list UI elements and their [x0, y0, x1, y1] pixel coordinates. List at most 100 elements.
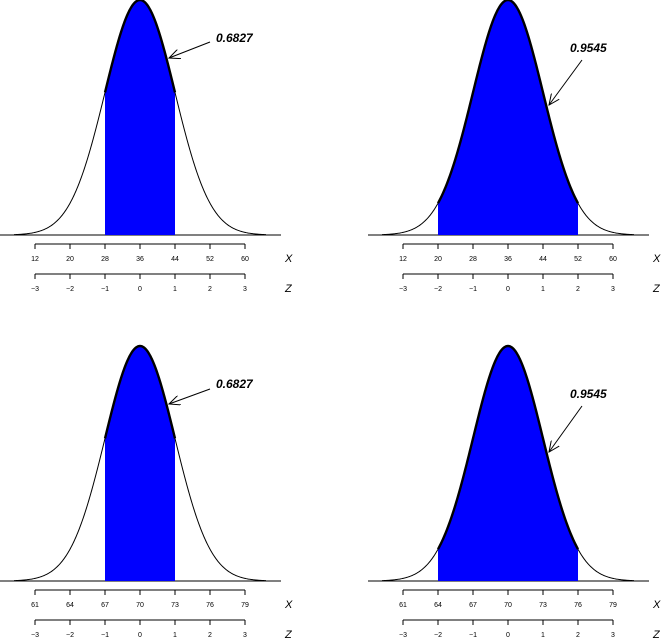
density-curve-segment: [174, 92, 267, 236]
x-tick-label: 60: [241, 256, 249, 263]
annotation-arrow: [169, 388, 211, 404]
density-curve-segment: [436, 344, 580, 550]
z-tick-label: 2: [576, 632, 580, 639]
z-axis-name: Z: [284, 629, 293, 639]
x-tick-label: 73: [539, 602, 547, 609]
x-tick-label: 76: [206, 602, 214, 609]
z-tick-label: −3: [31, 632, 39, 639]
z-tick-label: −3: [399, 286, 407, 293]
density-curve-segment: [381, 202, 439, 236]
x-axis-name: X: [284, 599, 293, 611]
z-tick-label: 3: [611, 632, 615, 639]
annotation-arrow: [549, 59, 583, 105]
density-curve-segment: [381, 548, 439, 582]
x-axis-name: X: [284, 253, 293, 265]
x-tick-label: 61: [31, 602, 39, 609]
probability-annotation: 0.9545: [570, 387, 607, 401]
z-tick-label: −3: [31, 286, 39, 293]
x-tick-label: 28: [469, 256, 477, 263]
z-tick-label: 1: [541, 286, 545, 293]
x-tick-label: 70: [504, 602, 512, 609]
annotation-arrow: [549, 405, 583, 452]
z-tick-label: −1: [101, 286, 109, 293]
z-tick-label: −2: [66, 632, 74, 639]
probability-annotation: 0.9545: [570, 41, 607, 55]
z-tick-label: 2: [208, 286, 212, 293]
z-tick-label: −1: [469, 286, 477, 293]
chart-panel-4: 0.9545 61 64 67 70 73 76 79 X −3 −2 −1 0 1 2 3 Z: [368, 344, 661, 639]
x-tick-label: 28: [101, 256, 109, 263]
probability-annotation: 0.6827: [216, 31, 254, 45]
x-axis-name: X: [652, 253, 661, 265]
z-tick-label: 2: [208, 632, 212, 639]
z-axis: −3 −2 −1 0 1 2 3 Z: [31, 273, 293, 295]
z-tick-label: 0: [506, 632, 510, 639]
z-tick-label: −2: [434, 286, 442, 293]
x-tick-label: 79: [609, 602, 617, 609]
x-tick-label: 44: [171, 256, 179, 263]
z-tick-label: 0: [138, 632, 142, 639]
z-axis: −3 −2 −1 0 1 2 3 Z: [399, 619, 661, 639]
x-tick-label: 79: [241, 602, 249, 609]
density-curve-segment: [13, 438, 106, 582]
z-tick-label: 3: [611, 286, 615, 293]
x-tick-label: 64: [434, 602, 442, 609]
x-tick-label: 70: [136, 602, 144, 609]
density-curve-segment: [577, 548, 635, 582]
x-tick-label: 20: [66, 256, 74, 263]
x-tick-label: 52: [574, 256, 582, 263]
z-tick-label: 1: [173, 286, 177, 293]
shaded-area: [438, 0, 578, 235]
probability-annotation: 0.6827: [216, 377, 254, 391]
x-tick-label: 20: [434, 256, 442, 263]
x-axis-name: X: [652, 599, 661, 611]
density-curve-segment: [13, 92, 106, 236]
density-curve-segment: [174, 438, 267, 582]
annotation-arrow: [169, 41, 211, 58]
x-tick-label: 12: [31, 256, 39, 263]
shaded-area: [105, 0, 175, 235]
z-tick-label: −1: [469, 632, 477, 639]
x-axis: 12 20 28 36 44 52 60 X: [399, 243, 661, 265]
density-curve-segment: [577, 202, 635, 236]
z-tick-label: 1: [173, 632, 177, 639]
z-tick-label: −3: [399, 632, 407, 639]
z-tick-label: 0: [506, 286, 510, 293]
x-axis: 61 64 67 70 73 76 79 X: [31, 589, 293, 611]
shaded-area: [438, 346, 578, 581]
x-tick-label: 61: [399, 602, 407, 609]
z-axis-name: Z: [652, 629, 661, 639]
z-tick-label: 3: [243, 286, 247, 293]
chart-panel-3: 0.6827 61 64 67 70 73 76 79 X −3 −2 −1 0 1 2 3 Z: [0, 344, 293, 639]
x-tick-label: 76: [574, 602, 582, 609]
x-tick-label: 12: [399, 256, 407, 263]
x-tick-label: 44: [539, 256, 547, 263]
z-axis: −3 −2 −1 0 1 2 3 Z: [31, 619, 293, 639]
z-tick-label: 0: [138, 286, 142, 293]
z-axis-name: Z: [652, 283, 661, 295]
density-curve-segment: [436, 0, 580, 204]
z-tick-label: −2: [434, 632, 442, 639]
density-curve-segment: [103, 0, 177, 93]
z-tick-label: 2: [576, 286, 580, 293]
x-axis: 61 64 67 70 73 76 79 X: [399, 589, 661, 611]
z-tick-label: 1: [541, 632, 545, 639]
z-axis: −3 −2 −1 0 1 2 3 Z: [399, 273, 661, 295]
x-axis: 12 20 28 36 44 52 60 X: [31, 243, 293, 265]
x-tick-label: 67: [101, 602, 109, 609]
x-tick-label: 60: [609, 256, 617, 263]
shaded-area: [105, 346, 175, 581]
x-tick-label: 67: [469, 602, 477, 609]
x-tick-label: 36: [504, 256, 512, 263]
x-tick-label: 52: [206, 256, 214, 263]
density-curve-segment: [103, 344, 177, 439]
z-tick-label: 3: [243, 632, 247, 639]
z-tick-label: −1: [101, 632, 109, 639]
x-tick-label: 73: [171, 602, 179, 609]
z-tick-label: −2: [66, 286, 74, 293]
z-axis-name: Z: [284, 283, 293, 295]
x-tick-label: 36: [136, 256, 144, 263]
